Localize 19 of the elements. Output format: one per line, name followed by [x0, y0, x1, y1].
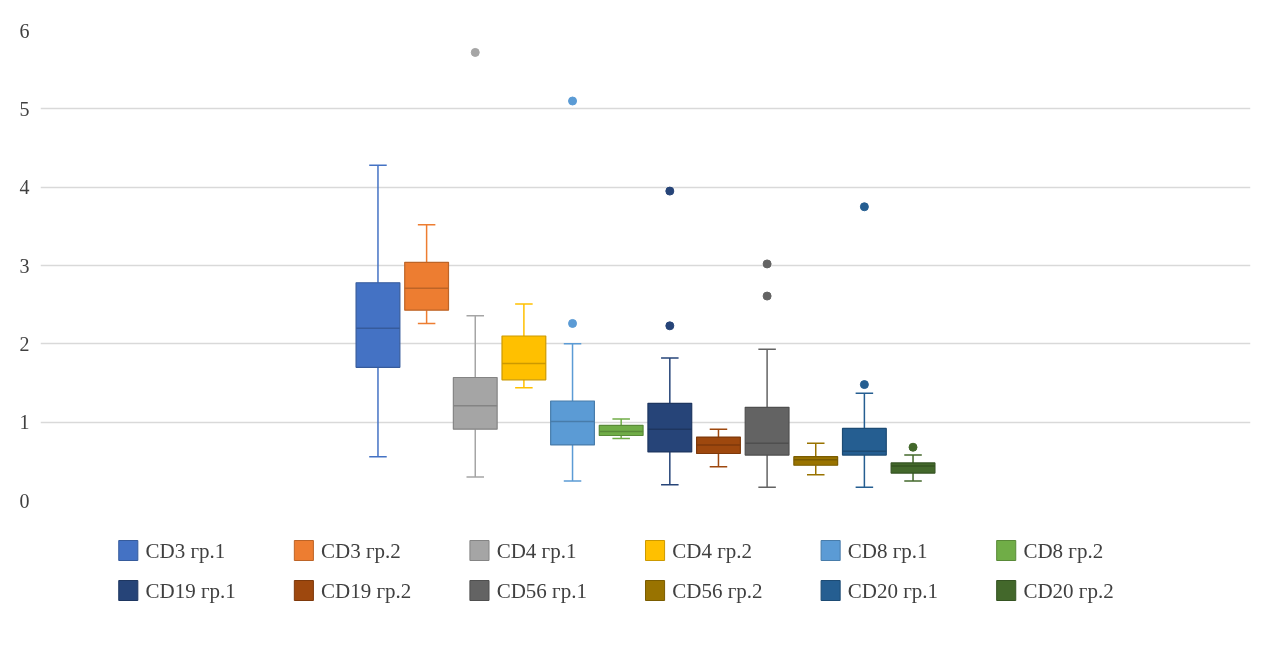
legend-label: CD8 гр.1	[847, 538, 928, 563]
y-tick-label: 4	[19, 176, 30, 199]
legend-label: CD20 гр.1	[847, 578, 939, 603]
y-tick-label: 6	[19, 19, 30, 42]
legend-label: CD56 гр.2	[672, 578, 763, 603]
legend-label: CD8 гр.2	[1023, 538, 1104, 563]
legend-label: CD20 гр.2	[1023, 578, 1114, 603]
y-tick-label: 2	[19, 332, 30, 355]
y-tick-label: 5	[19, 97, 30, 120]
legend-label: CD4 гр.2	[672, 538, 753, 563]
y-tick-label: 1	[19, 411, 30, 434]
legend-label: CD19 гр.2	[321, 578, 412, 603]
legend-label: CD3 гр.2	[321, 538, 401, 563]
y-tick-label: 0	[19, 489, 30, 512]
legend-label: CD56 гр.1	[496, 578, 587, 603]
legend-label: CD4 гр.1	[496, 538, 577, 563]
legend-label: CD19 гр.1	[145, 578, 236, 603]
legend-label: CD3 гр.1	[145, 538, 226, 563]
y-tick-label: 3	[19, 254, 30, 277]
